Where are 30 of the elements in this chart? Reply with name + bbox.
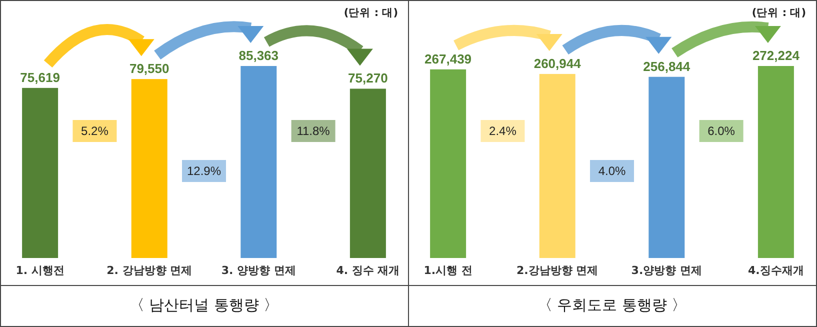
x-tick-label: 3. 양방향 면제 bbox=[221, 264, 296, 277]
data-label: 85,363 bbox=[238, 48, 279, 63]
annotation: 4.0% bbox=[598, 164, 626, 178]
bar bbox=[131, 79, 168, 258]
data-label: 267,439 bbox=[424, 51, 472, 66]
bar bbox=[22, 88, 58, 258]
annotation: 12.9% bbox=[186, 164, 222, 178]
x-tick-label: 1.시행 전 bbox=[424, 264, 472, 277]
annotation: 11.8% bbox=[296, 124, 330, 138]
bar bbox=[240, 66, 277, 258]
data-label: 75,270 bbox=[348, 70, 388, 86]
text: 〈 남산터널 통행량 〉 bbox=[129, 296, 279, 314]
x-tick-label: 4. 징수 재개 bbox=[336, 264, 400, 277]
data-label: 79,550 bbox=[129, 61, 170, 76]
annotation: 2.4% bbox=[489, 124, 517, 138]
data-label: 260,944 bbox=[534, 56, 582, 71]
data-label: 256,844 bbox=[643, 58, 691, 74]
text: 〈 우회도로 통행량 〉 bbox=[537, 296, 687, 314]
x-tick-label: 2.강남방향 면제 bbox=[516, 264, 598, 277]
annotation: 5.2% bbox=[81, 124, 109, 138]
bar bbox=[350, 88, 386, 258]
x-tick-label: 4.징수재개 bbox=[748, 264, 804, 277]
text: (단위 : 대) bbox=[344, 7, 398, 19]
data-label: 75,619 bbox=[20, 70, 60, 85]
annotation: 6.0% bbox=[708, 124, 736, 138]
text: (단위 : 대) bbox=[752, 7, 806, 19]
x-tick-label: 2. 강남방향 면제 bbox=[106, 264, 192, 277]
x-tick-label: 1. 시행전 bbox=[16, 264, 64, 277]
x-tick-label: 3.양방향 면제 bbox=[631, 264, 702, 277]
data-label: 272,224 bbox=[752, 48, 800, 63]
